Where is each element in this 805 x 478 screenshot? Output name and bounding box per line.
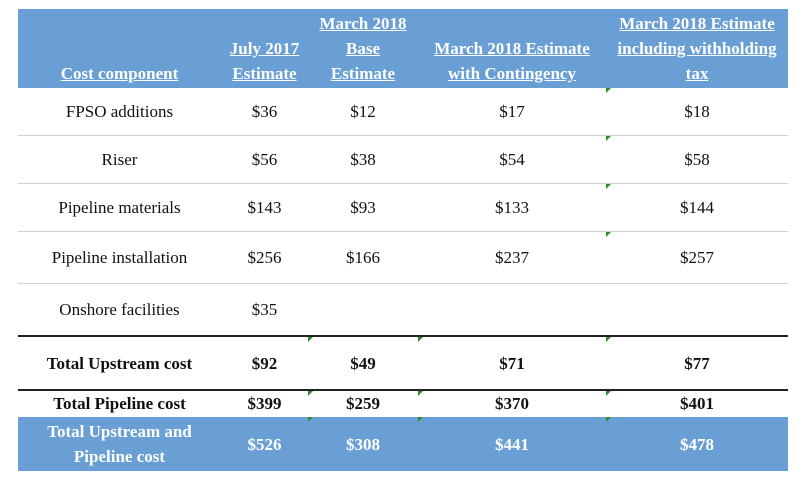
cell-value: $401 [606, 390, 788, 417]
cell-value: $144 [606, 183, 788, 232]
row-label: Onshore facilities [18, 283, 221, 337]
row-label: Riser [18, 135, 221, 184]
cell-value [308, 283, 418, 337]
cell-value: $478 [606, 417, 788, 471]
cell-value: $35 [221, 283, 308, 337]
cell-value: $36 [221, 88, 308, 136]
header-march-2018-withholding-tax: March 2018 Estimate including withholdin… [606, 9, 788, 88]
cell-value: $257 [606, 231, 788, 284]
cell-value: $92 [221, 336, 308, 391]
cell-value: $58 [606, 135, 788, 184]
row-label: Total Pipeline cost [53, 394, 186, 413]
cell-value: $308 [308, 417, 418, 471]
cell-value: $526 [221, 417, 308, 471]
header-july-2017-estimate: July 2017 Estimate [221, 9, 308, 88]
cell-value: $370 [418, 390, 606, 417]
cell-value: $399 [247, 394, 282, 413]
table-row-grand-total: Total Upstream and Pipeline cost $526 $3… [18, 417, 788, 471]
table-row: FPSO additions $36 $12 $17 $18 [18, 88, 788, 136]
row-label: Pipeline materials [18, 183, 221, 232]
cell-value [418, 283, 606, 337]
cell-value: $38 [308, 135, 418, 184]
cell-value: $54 [418, 135, 606, 184]
row-label: Total Upstream cost [18, 336, 221, 391]
table-row: Pipeline installation $256 $166 $237 $25… [18, 231, 788, 284]
cell-value: $441 [418, 417, 606, 471]
header-march-2018-base-estimate: March 2018 Base Estimate [308, 9, 418, 88]
cell-value: $166 [308, 231, 418, 284]
cell-value: $93 [308, 183, 418, 232]
table-row-total-upstream: Total Upstream cost $92 $49 $71 $77 [18, 336, 788, 391]
table-row-total-pipeline: Total Pipeline cost $399 $259 $370 $401 [18, 390, 788, 417]
cell-value: $77 [606, 336, 788, 391]
header-row: Cost component July 2017 Estimate March … [18, 9, 788, 88]
cell-value: $237 [418, 231, 606, 284]
cell-value: $133 [418, 183, 606, 232]
cell-value: $18 [606, 88, 788, 136]
cell-value: $17 [418, 88, 606, 136]
cost-table-container: Cost component July 2017 Estimate March … [18, 9, 788, 471]
cell-value: $49 [308, 336, 418, 391]
cell-value: $56 [221, 135, 308, 184]
cell-value: $71 [418, 336, 606, 391]
table-row: Pipeline materials $143 $93 $133 $144 [18, 183, 788, 232]
cell-value: $256 [221, 231, 308, 284]
cell-value: $143 [221, 183, 308, 232]
cell-value [606, 283, 788, 337]
table-row: Onshore facilities $35 [18, 283, 788, 337]
cell-value: $259 [308, 390, 418, 417]
cost-estimate-table: Cost component July 2017 Estimate March … [18, 9, 788, 471]
row-label: Pipeline installation [18, 231, 221, 284]
cell-value: $12 [308, 88, 418, 136]
table-row: Riser $56 $38 $54 $58 [18, 135, 788, 184]
header-cost-component: Cost component [18, 9, 221, 88]
row-label: FPSO additions [18, 88, 221, 136]
header-march-2018-contingency: March 2018 Estimate with Contingency [418, 9, 606, 88]
row-label: Total Upstream and Pipeline cost [18, 417, 221, 471]
